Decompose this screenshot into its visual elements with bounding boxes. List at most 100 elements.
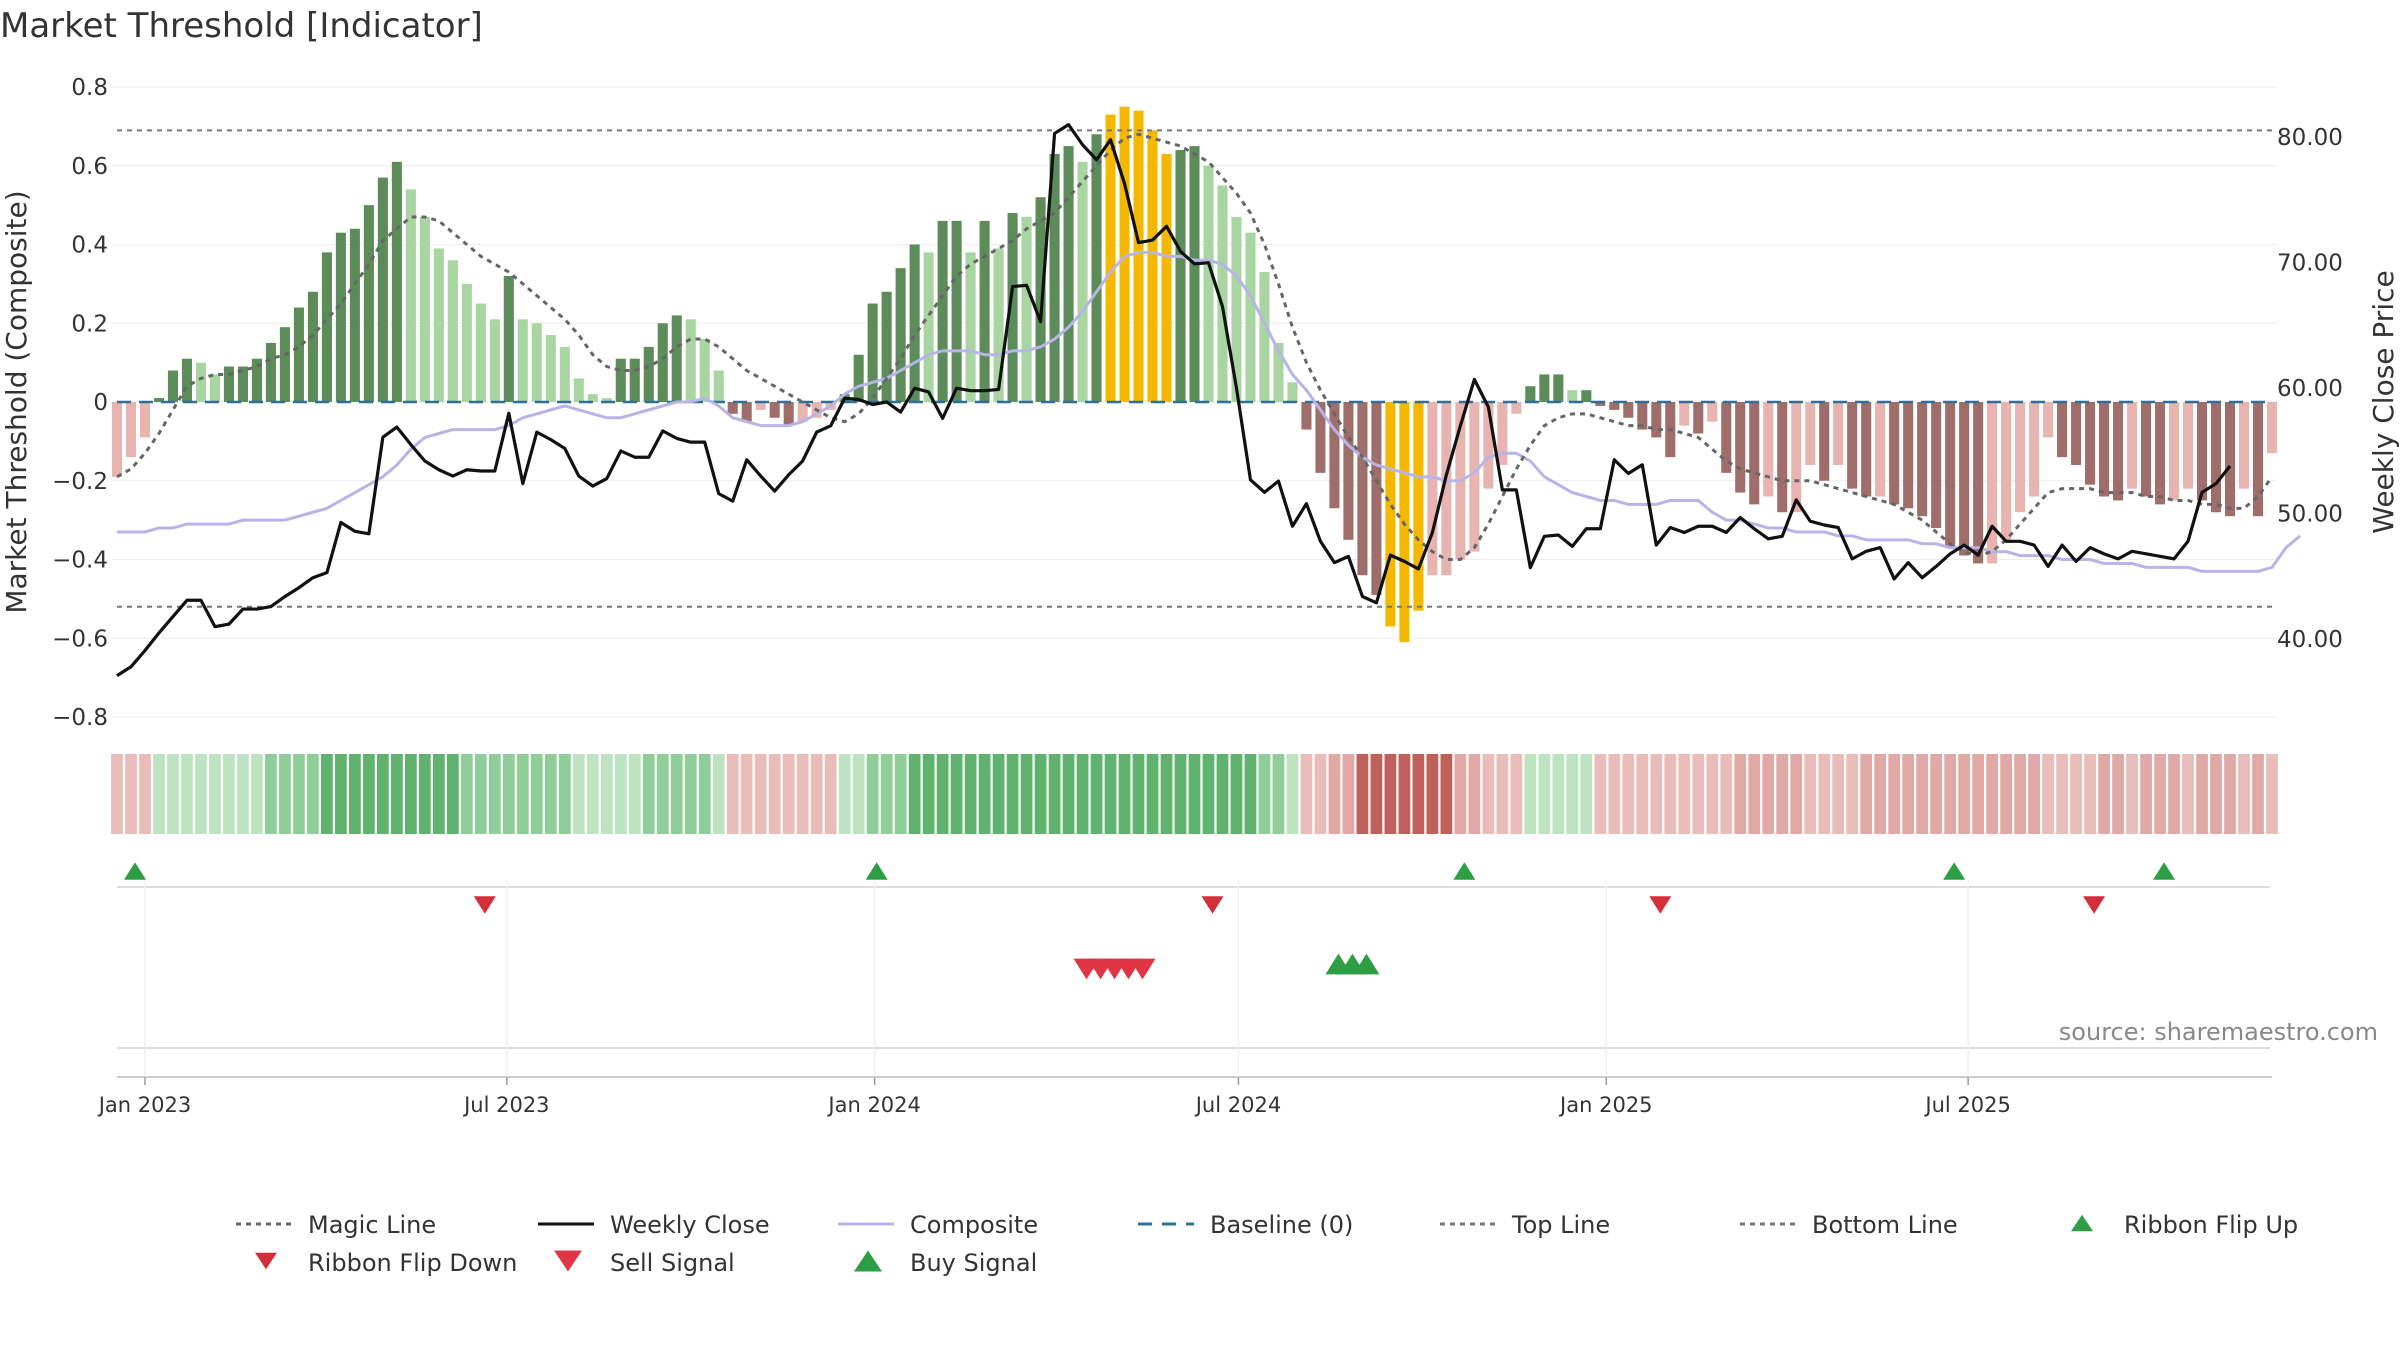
composite-bar (1371, 402, 1382, 595)
composite-bar (475, 303, 486, 402)
ribbon-cell (2014, 754, 2026, 834)
ribbon-cell (1286, 754, 1299, 834)
y-left-tick-label: 0.6 (71, 154, 108, 180)
ribbon-cell (1272, 754, 1285, 834)
ribbon-cell (502, 754, 515, 834)
legend-item: Ribbon Flip Down (255, 1249, 517, 1277)
composite-bar (2224, 402, 2236, 517)
composite-bar (265, 342, 276, 402)
ribbon-cell (1188, 754, 1201, 834)
composite-bar (1385, 402, 1396, 627)
ribbon-cell (1692, 754, 1705, 834)
composite-bar (1959, 402, 1970, 556)
ribbon-cell (2238, 754, 2250, 834)
ribbon-cell (1720, 754, 1733, 834)
ribbon-cell (1160, 754, 1173, 834)
ribbon-cell (1482, 754, 1495, 834)
composite-bar (335, 232, 346, 402)
composite-bar (937, 220, 948, 402)
composite-bar (1189, 146, 1200, 402)
composite-bar (1161, 153, 1172, 402)
composite-bar (853, 354, 864, 402)
composite-bar (587, 394, 598, 402)
composite-bar (615, 358, 626, 402)
ribbon-cell (642, 754, 655, 834)
ribbon-cell (1524, 754, 1537, 834)
ribbon-cell (432, 754, 445, 834)
source-note: source: sharemaestro.com (2059, 1018, 2378, 1046)
composite-bar (993, 248, 1004, 402)
ribbon-cell (363, 754, 375, 834)
ribbon-cell (1090, 754, 1103, 834)
composite-bar (2015, 402, 2026, 513)
composite-bar (713, 370, 724, 402)
legend-item: Buy Signal (854, 1249, 1037, 1277)
ribbon-flip-down-marker (2083, 896, 2106, 914)
legend-label: Magic Line (308, 1211, 436, 1239)
composite-bar (1763, 402, 1774, 497)
legend-label: Buy Signal (910, 1249, 1037, 1277)
legend-item: Bottom Line (1740, 1211, 1958, 1239)
ribbon-cell (1664, 754, 1677, 834)
ribbon-cell (1888, 754, 1901, 834)
ribbon-cell (1244, 754, 1257, 834)
ribbon-cell (1538, 754, 1551, 834)
composite-bar (1581, 390, 1592, 402)
ribbon-cell (1370, 754, 1383, 834)
composite-bar (223, 366, 234, 402)
composite-bar (1973, 402, 1984, 564)
ribbon-cell (1832, 754, 1845, 834)
legend-up-triangle (854, 1250, 882, 1272)
composite-bar (951, 220, 962, 402)
composite-bar (489, 319, 500, 402)
ribbon-cell (1566, 754, 1579, 834)
ribbon-cell (852, 754, 865, 834)
ribbon-cell (866, 754, 879, 834)
composite-bar (2127, 402, 2138, 489)
ribbon-cell (1706, 754, 1719, 834)
ribbon-cell (376, 754, 389, 834)
composite-bar (1119, 106, 1130, 402)
composite-bar (237, 366, 248, 402)
ribbon-cell (572, 754, 585, 834)
ribbon-cell (1328, 754, 1341, 834)
x-tick-label: Jan 2024 (826, 1093, 921, 1117)
composite-bar (1063, 146, 1074, 402)
ribbon-cell (1902, 754, 1915, 834)
y-right-tick-label: 50.00 (2277, 502, 2343, 528)
composite-bar (2252, 402, 2264, 517)
ribbon-cell (1048, 754, 1061, 834)
ribbon-cell (1384, 754, 1397, 834)
composite-bar (1679, 402, 1690, 426)
composite-bar (251, 358, 262, 402)
legend-up-triangle (2071, 1214, 2093, 1232)
composite-bar (2099, 402, 2110, 497)
magic-line (116, 132, 2274, 561)
ribbon-cell (1510, 754, 1523, 834)
composite-bar (139, 402, 151, 438)
ribbon-cell (726, 754, 739, 834)
ribbon-cell (404, 754, 417, 834)
ribbon-cell (1986, 754, 1999, 834)
legend-label: Top Line (1511, 1211, 1610, 1239)
composite-bar (1749, 402, 1760, 505)
y-axis-right-title: Weekly Close Price (2367, 270, 2400, 533)
legend-label: Bottom Line (1812, 1211, 1958, 1239)
ribbon-cell (1776, 754, 1789, 834)
ribbon-flip-up-marker (1943, 862, 1966, 880)
composite-bar (1917, 402, 1928, 517)
buy-signal-marker (1353, 953, 1380, 975)
composite-bar (1273, 342, 1284, 402)
ribbon-cell (1958, 754, 1971, 834)
composite-bar (1511, 402, 1522, 414)
ribbon-cell (1608, 754, 1621, 834)
x-tick-label: Jul 2025 (1923, 1093, 2010, 1117)
composite-bar (1903, 402, 1914, 509)
composite-bar (1469, 402, 1480, 552)
ribbon-cell (1636, 754, 1649, 834)
composite-bar (881, 291, 892, 402)
composite-bars (111, 106, 2278, 643)
ribbon-cell (1398, 754, 1411, 834)
composite-bar (1637, 402, 1648, 430)
